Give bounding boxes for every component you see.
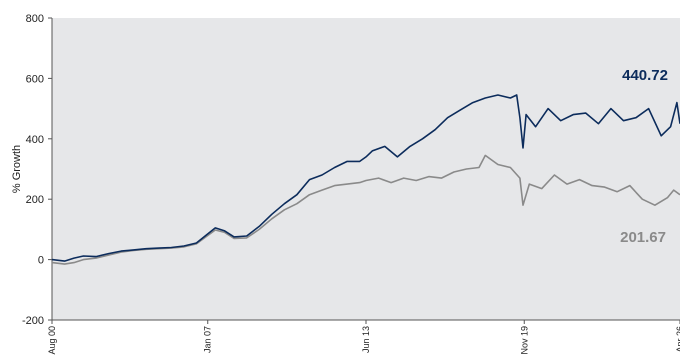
y-tick-label: 200	[26, 194, 44, 206]
y-tick-label: -200	[22, 315, 44, 327]
series-line	[51, 94, 680, 262]
x-tick-label: Jun 13	[361, 326, 371, 353]
plot-area	[52, 18, 680, 320]
y-axis-label: % Growth	[11, 145, 23, 193]
y-tick-label: 400	[26, 134, 44, 146]
series-end-label: 440.72	[622, 67, 668, 84]
y-tick-label: 600	[26, 73, 44, 85]
y-tick-label: 0	[38, 255, 44, 267]
series-end-label: 201.67	[620, 229, 666, 246]
x-tick-label: Apr 26	[675, 326, 680, 353]
y-tick-label: 800	[26, 13, 44, 25]
x-tick-label: Nov 19	[519, 326, 529, 355]
x-tick-label: Aug 00	[47, 326, 57, 355]
x-tick-label: Jan 07	[203, 326, 213, 353]
